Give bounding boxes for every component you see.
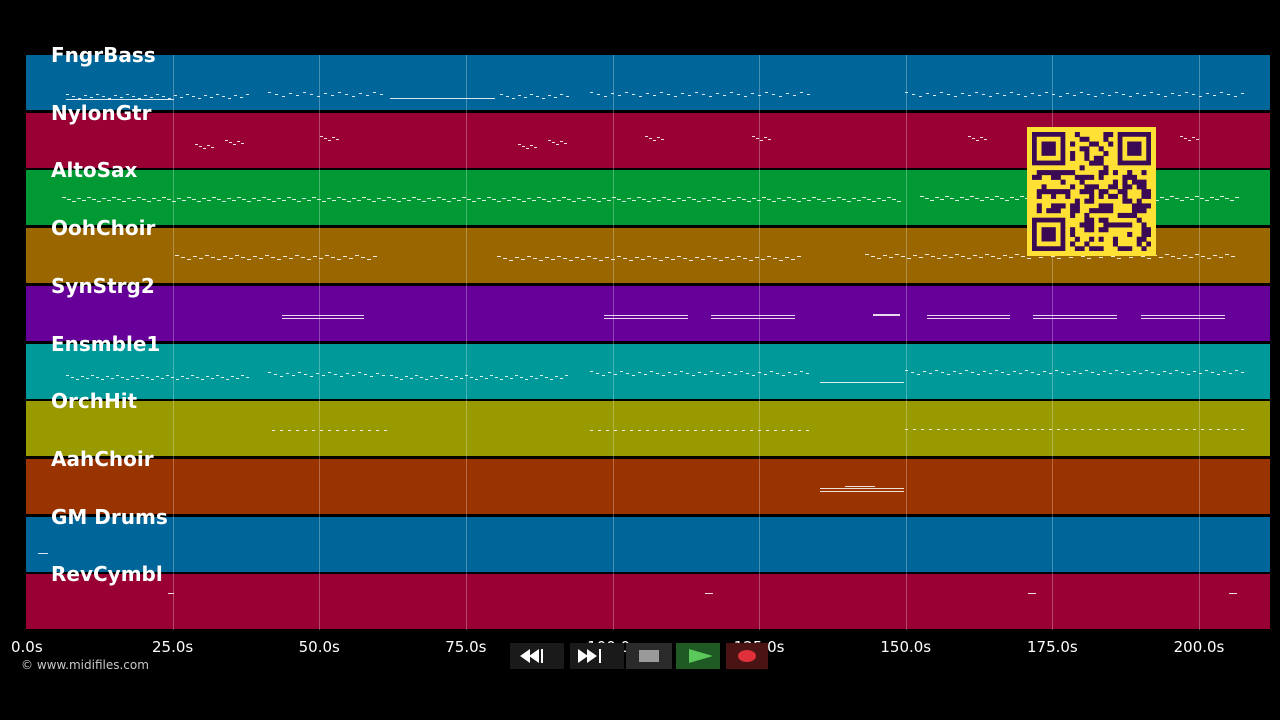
gridline bbox=[905, 55, 907, 630]
time-tick-label: 200.0s bbox=[1173, 638, 1225, 656]
fast-forward-icon bbox=[578, 649, 601, 663]
gridline bbox=[172, 55, 174, 630]
track-label: RevCymbl bbox=[51, 562, 163, 587]
track-label: NylonGtr bbox=[51, 100, 152, 125]
stop-icon bbox=[639, 650, 659, 662]
track-label: FngrBass bbox=[51, 43, 156, 67]
track-label: GM Drums bbox=[51, 504, 168, 529]
track-label: AltoSax bbox=[51, 158, 138, 183]
track-lane bbox=[26, 343, 1270, 399]
gridline bbox=[612, 55, 614, 630]
time-tick-label: 25.0s bbox=[152, 638, 194, 656]
track-lane bbox=[26, 55, 1270, 110]
fast-forward-button[interactable] bbox=[570, 643, 624, 669]
track-label: Ensmble1 bbox=[51, 331, 161, 356]
rewind-icon bbox=[520, 649, 543, 663]
time-tick-label: 75.0s bbox=[445, 638, 487, 656]
gridline bbox=[1052, 55, 1054, 630]
gridline bbox=[319, 55, 321, 630]
gridline bbox=[465, 55, 467, 630]
track-label: OohChoir bbox=[51, 216, 156, 241]
time-tick-label: 50.0s bbox=[298, 638, 340, 656]
gridline bbox=[759, 55, 761, 630]
copyright-text: © www.midifiles.com bbox=[21, 658, 149, 672]
track-lane bbox=[26, 458, 1270, 514]
qr-code bbox=[1027, 127, 1156, 256]
track-label: SynStrg2 bbox=[51, 273, 155, 298]
time-tick-label: 0.0s bbox=[11, 638, 43, 656]
time-tick-label: 175.0s bbox=[1026, 638, 1078, 656]
track-lane bbox=[26, 574, 1270, 630]
track-lane bbox=[26, 516, 1270, 572]
qr-code-icon bbox=[1032, 132, 1151, 251]
track-label: AahChoir bbox=[51, 446, 154, 471]
track-lane bbox=[26, 285, 1270, 341]
time-tick-label: 150.0s bbox=[880, 638, 932, 656]
record-button[interactable] bbox=[726, 643, 768, 669]
track-label: OrchHit bbox=[51, 389, 138, 414]
stop-button[interactable] bbox=[626, 643, 672, 669]
play-button[interactable] bbox=[676, 643, 720, 669]
gridline bbox=[1199, 55, 1200, 630]
rewind-button[interactable] bbox=[510, 643, 564, 669]
record-icon bbox=[738, 650, 756, 662]
track-lane bbox=[26, 401, 1270, 457]
play-icon bbox=[689, 649, 713, 663]
